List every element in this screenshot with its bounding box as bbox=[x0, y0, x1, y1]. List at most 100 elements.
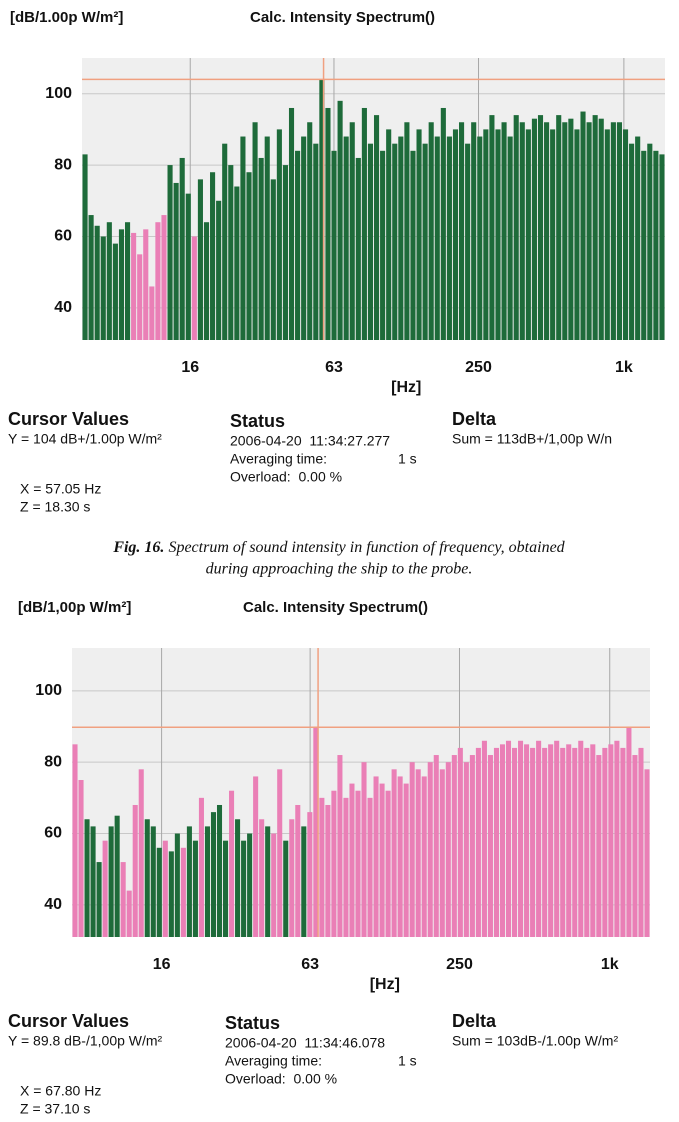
bar bbox=[72, 744, 78, 937]
bar bbox=[626, 726, 632, 937]
bar bbox=[349, 122, 355, 340]
x-tick-label: 63 bbox=[325, 359, 343, 376]
bar bbox=[210, 812, 217, 937]
bar bbox=[439, 769, 445, 937]
bar bbox=[313, 143, 319, 340]
cursor-y: Y = 89.8 dB-/1,00p W/m² bbox=[8, 1033, 163, 1049]
caption-label: Fig. 16. bbox=[112, 539, 164, 556]
bar bbox=[162, 840, 168, 937]
x-tick-label: 16 bbox=[181, 359, 199, 376]
bar bbox=[513, 115, 519, 340]
bar bbox=[519, 122, 525, 340]
bar bbox=[471, 122, 477, 340]
bar bbox=[100, 236, 106, 340]
bar bbox=[126, 890, 132, 937]
delta-sum: Sum = 113dB+/1,00p W/n bbox=[452, 431, 612, 447]
bar bbox=[647, 143, 653, 340]
bar bbox=[580, 111, 586, 340]
bar bbox=[524, 744, 530, 937]
bar bbox=[499, 744, 506, 937]
x-tick-label: 16 bbox=[153, 956, 171, 973]
bar bbox=[228, 165, 234, 340]
bar bbox=[653, 150, 659, 340]
bar bbox=[537, 115, 544, 340]
bar bbox=[235, 819, 241, 937]
bar bbox=[203, 222, 210, 340]
bar bbox=[373, 115, 380, 340]
bar bbox=[477, 136, 483, 340]
status-overload: Overload: 0.00 % bbox=[230, 469, 342, 485]
chart-title: Calc. Intensity Spectrum() bbox=[250, 9, 435, 26]
bar bbox=[525, 129, 531, 340]
plot-area bbox=[72, 648, 650, 937]
x-tick-label: 1k bbox=[601, 956, 619, 973]
bar bbox=[536, 740, 542, 937]
bar bbox=[452, 129, 459, 340]
status-time: 2006-04-20 11:34:46.078 bbox=[225, 1035, 385, 1051]
bar bbox=[367, 143, 374, 340]
bar bbox=[78, 780, 84, 937]
bar bbox=[397, 776, 403, 937]
bar bbox=[373, 776, 379, 937]
x-axis-label: [Hz] bbox=[391, 379, 421, 396]
bar bbox=[192, 840, 198, 937]
bar bbox=[149, 286, 155, 340]
bar bbox=[223, 840, 229, 937]
bar bbox=[138, 769, 144, 937]
bar bbox=[475, 747, 481, 937]
bar bbox=[451, 755, 457, 937]
bar bbox=[108, 826, 114, 937]
bar bbox=[427, 762, 433, 937]
bar bbox=[481, 740, 487, 937]
bar bbox=[584, 747, 590, 937]
bar bbox=[155, 222, 161, 340]
bar bbox=[530, 747, 536, 937]
status-averaging-value: 1 s bbox=[398, 451, 417, 467]
y-tick-label: 60 bbox=[44, 825, 62, 842]
bar bbox=[507, 136, 513, 340]
cursor-x: X = 67.80 Hz bbox=[20, 1083, 101, 1099]
bar bbox=[288, 107, 295, 340]
bar bbox=[270, 179, 276, 340]
x-tick-label: 1k bbox=[615, 359, 633, 376]
bar bbox=[493, 747, 499, 937]
bar bbox=[361, 107, 367, 340]
bar bbox=[197, 179, 203, 340]
bar bbox=[301, 826, 307, 937]
bar bbox=[495, 129, 501, 340]
bar bbox=[84, 819, 90, 937]
bar bbox=[331, 790, 337, 937]
bar bbox=[229, 790, 235, 937]
bar bbox=[331, 150, 337, 340]
bar bbox=[554, 740, 560, 937]
bar bbox=[598, 118, 604, 340]
bar bbox=[132, 804, 138, 937]
bar bbox=[422, 143, 428, 340]
bar bbox=[433, 755, 439, 937]
caption-text: Spectrum of sound intensity in function … bbox=[168, 539, 565, 556]
section-title: Status bbox=[230, 411, 285, 431]
section-title: Cursor Values bbox=[8, 1011, 129, 1031]
bar bbox=[118, 229, 125, 340]
bar bbox=[174, 833, 180, 937]
section-title: Delta bbox=[452, 1011, 497, 1031]
bar bbox=[505, 740, 512, 937]
bar bbox=[379, 783, 385, 937]
bar bbox=[457, 747, 463, 937]
bar bbox=[131, 232, 137, 340]
bar bbox=[391, 769, 397, 937]
bar bbox=[392, 143, 398, 340]
bar bbox=[501, 122, 507, 340]
bar bbox=[398, 136, 404, 340]
bar bbox=[386, 129, 392, 340]
bar bbox=[246, 172, 252, 340]
cursor-z: Z = 18.30 s bbox=[20, 499, 90, 515]
y-tick-label: 80 bbox=[44, 753, 62, 770]
bar bbox=[604, 129, 610, 340]
bar bbox=[434, 136, 440, 340]
bar bbox=[102, 840, 108, 937]
y-tick-label: 80 bbox=[54, 156, 72, 173]
section-title: Delta bbox=[452, 409, 497, 429]
bar bbox=[361, 762, 367, 937]
bar bbox=[337, 100, 343, 340]
